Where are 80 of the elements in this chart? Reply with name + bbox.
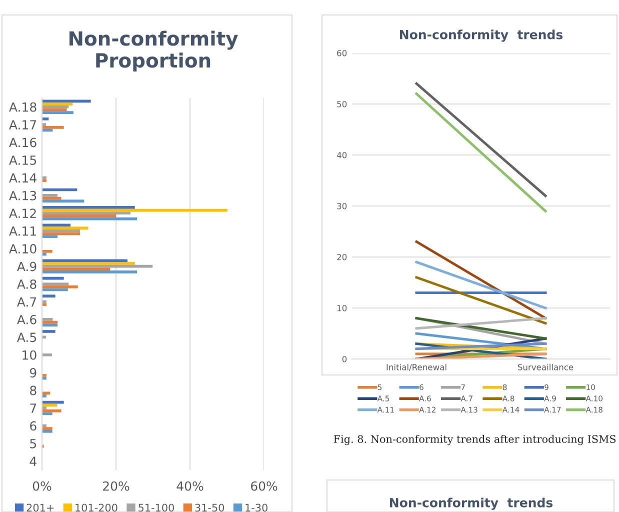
chart-title: Non-conformity trends [400, 30, 563, 42]
bar [42, 303, 46, 306]
y-tick-label: A.7 [16, 297, 36, 306]
bar [42, 268, 110, 271]
y-tick-label: 5 [30, 439, 36, 448]
bar [42, 200, 84, 203]
y-tick-label: A.13 [9, 190, 36, 200]
bar [42, 111, 74, 114]
bar [42, 123, 46, 126]
bar [42, 282, 69, 286]
legend-label: 201+ [26, 504, 54, 512]
x-tick-label: 40% [176, 481, 204, 491]
y-tick-label: A.6 [16, 314, 36, 324]
bar [42, 117, 49, 120]
chart-title: Non-conformity Proportion [70, 30, 238, 72]
x-tick-label: Initial/Renewal [386, 364, 446, 371]
bar [42, 250, 52, 253]
bar [42, 105, 69, 108]
text: Non-conformity trends [390, 498, 553, 510]
bar [42, 374, 46, 377]
bar [42, 179, 46, 182]
y-tick-label: 50 [337, 100, 347, 108]
y-tick-label: A.8 [16, 279, 36, 289]
y-tick-label: 10 [22, 350, 36, 360]
y-tick-label: 60 [337, 50, 347, 56]
bar [42, 270, 138, 274]
bar [42, 206, 135, 209]
y-tick-label: A.16 [9, 138, 36, 148]
bar [42, 330, 56, 333]
bar [42, 394, 46, 398]
x-tick-label: Surveaillance [518, 364, 574, 370]
bar [42, 324, 58, 327]
y-tick-label: A.15 [9, 156, 36, 165]
y-tick-label: 30 [337, 202, 347, 210]
x-tick-label: 20% [103, 481, 130, 491]
bar [42, 126, 64, 129]
bar [42, 353, 52, 356]
y-tick-label: 10 [337, 304, 347, 312]
legend-label: 1-30 [246, 504, 268, 512]
y-tick-label: 0 [342, 356, 347, 362]
y-tick-label: 40 [336, 152, 347, 158]
x-tick-label: 60% [250, 481, 278, 491]
caption: Fig. 8. Non-conformity trends after introducing ISMS [334, 434, 616, 446]
y-tick-label: 6 [30, 421, 36, 431]
y-tick-label: A.11 [9, 226, 36, 236]
bar [42, 392, 50, 395]
legend-label: 31-50 [195, 504, 224, 512]
bar [42, 409, 62, 412]
bar [42, 336, 46, 339]
bar [42, 427, 52, 430]
y-tick-label: A.10 [9, 244, 36, 254]
y-tick-label: A.5 [16, 332, 36, 342]
y-tick-label: A.14 [9, 173, 36, 182]
y-tick-label: 7 [30, 404, 36, 413]
bar [42, 214, 116, 218]
bar [42, 404, 58, 407]
bar [42, 285, 78, 288]
x-tick-label: 0% [32, 481, 52, 491]
y-tick-label: 20 [337, 254, 347, 260]
y-tick-label: A.18 [9, 102, 36, 112]
bar [42, 259, 128, 262]
y-tick-label: 8 [30, 386, 36, 396]
bar [42, 194, 58, 197]
bar [42, 318, 53, 321]
bar [42, 406, 46, 410]
y-tick-label: A.17 [9, 120, 36, 130]
legend-label: 101-200 [76, 504, 118, 512]
bar [42, 235, 58, 238]
y-tick-label: 4 [30, 456, 36, 466]
bar [42, 430, 52, 433]
legend-label: 51-100 [138, 504, 174, 512]
y-tick-label: 9 [30, 368, 36, 378]
y-tick-label: A.9 [16, 262, 36, 272]
bar [42, 262, 135, 265]
bar [42, 294, 56, 298]
bar [42, 226, 88, 230]
y-tick-label: A.12 [9, 208, 36, 218]
bar [42, 102, 73, 106]
bar [42, 229, 80, 232]
bar [42, 212, 130, 215]
